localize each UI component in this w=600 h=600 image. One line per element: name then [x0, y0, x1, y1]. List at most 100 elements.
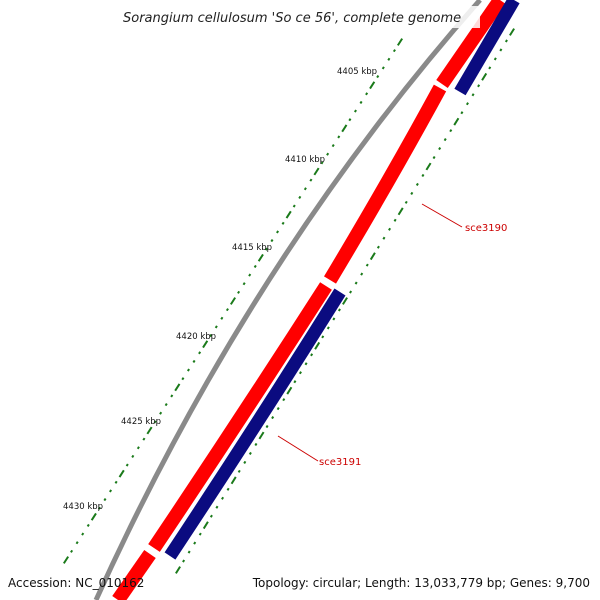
accession-text: Accession: NC_010162 — [8, 576, 144, 590]
outer-ruler-minor-tick — [136, 446, 140, 450]
inner-ruler-minor-tick — [421, 173, 425, 178]
outer-ruler-major-tick — [396, 38, 404, 46]
inner-ruler-minor-tick — [271, 416, 275, 420]
inner-ruler-minor-tick — [182, 559, 186, 563]
outer-ruler-minor-tick — [298, 195, 302, 199]
ruler-label-4425: 4425 kbp — [121, 417, 161, 427]
reverse-strand — [164, 0, 520, 560]
outer-ruler-minor-tick — [70, 549, 74, 553]
inner-ruler-major-tick — [202, 521, 209, 530]
inner-ruler-minor-tick — [477, 84, 481, 88]
outer-ruler-minor-tick — [281, 221, 285, 225]
outer-ruler-minor-tick — [198, 351, 202, 355]
forward-gene-sce3191[interactable] — [148, 282, 332, 552]
inner-ruler-major-tick — [314, 341, 321, 350]
inner-ruler-minor-tick — [187, 550, 191, 554]
inner-ruler-minor-tick — [248, 451, 252, 455]
outer-ruler-major-tick — [90, 512, 97, 521]
inner-ruler-minor-tick — [243, 460, 247, 464]
inner-ruler-minor-tick — [337, 308, 341, 312]
outer-ruler-minor-tick — [170, 394, 174, 398]
outer-ruler-minor-tick — [248, 273, 252, 277]
ruler-label-4405: 4405 kbp — [337, 67, 377, 77]
outer-ruler-minor-tick — [181, 377, 185, 381]
forward-gene-segment-top[interactable] — [436, 0, 506, 88]
outer-ruler-major-tick — [313, 167, 320, 176]
outer-ruler-minor-tick — [153, 420, 157, 424]
outer-ruler-minor-tick — [86, 523, 90, 528]
outer-ruler-major-tick — [174, 383, 181, 392]
inner-ruler-minor-tick — [265, 424, 269, 429]
inner-ruler-minor-tick — [443, 138, 447, 142]
outer-ruler-major-tick — [62, 556, 70, 564]
forward-gene-sce3190[interactable] — [323, 84, 447, 284]
inner-ruler-minor-tick — [215, 505, 219, 509]
inner-ruler-minor-tick — [438, 147, 442, 151]
outer-ruler-minor-tick — [292, 204, 296, 208]
outer-ruler-minor-tick — [97, 506, 101, 510]
outer-ruler-minor-tick — [392, 49, 396, 53]
inner-ruler-minor-tick — [293, 380, 297, 384]
outer-ruler-minor-tick — [331, 144, 335, 148]
inner-ruler-minor-tick — [493, 57, 497, 61]
inner-ruler-minor-tick — [226, 487, 230, 491]
inner-ruler-major-tick — [509, 28, 515, 36]
inner-ruler-major-tick — [397, 207, 404, 216]
inner-ruler-minor-tick — [432, 155, 436, 160]
inner-ruler-minor-tick — [404, 200, 408, 204]
outer-ruler-minor-tick — [337, 135, 341, 139]
outer-ruler-minor-tick — [270, 239, 274, 243]
gene-label-sce3190[interactable]: sce3190 — [465, 223, 507, 234]
inner-ruler-minor-tick — [332, 317, 336, 321]
gene-label-sce3191[interactable]: sce3191 — [319, 457, 361, 468]
inner-ruler-minor-tick — [209, 514, 213, 518]
reverse-gene-segment-top[interactable] — [454, 0, 520, 96]
genome-backbone — [93, 0, 482, 600]
inner-ruler-minor-tick — [310, 353, 314, 357]
outer-ruler-major-tick — [369, 81, 376, 90]
outer-ruler-minor-tick — [353, 109, 357, 113]
outer-ruler-minor-tick — [164, 403, 168, 407]
inner-ruler-minor-tick — [504, 39, 508, 43]
reverse-gene-sce3191[interactable] — [164, 288, 346, 560]
outer-ruler-minor-tick — [276, 230, 280, 234]
outer-ruler-minor-tick — [75, 541, 79, 545]
ruler-label-4410: 4410 kbp — [285, 155, 325, 165]
outer-ruler-ticks — [62, 38, 404, 564]
inner-ruler-minor-tick — [237, 469, 241, 473]
outer-ruler-minor-tick — [320, 161, 324, 165]
inner-ruler-minor-tick — [276, 407, 280, 411]
inner-ruler-major-tick — [425, 162, 432, 171]
inner-ruler-minor-tick — [465, 102, 469, 106]
outer-ruler-major-tick — [202, 340, 209, 349]
sce3190-callout-line — [421, 203, 463, 228]
inner-ruler-minor-tick — [365, 263, 369, 267]
outer-ruler-minor-tick — [348, 118, 352, 122]
inner-ruler-minor-tick — [382, 236, 386, 240]
inner-ruler-major-tick — [230, 476, 237, 485]
inner-ruler-minor-tick — [410, 191, 414, 195]
inner-ruler-minor-tick — [376, 245, 380, 249]
inner-ruler-major-tick — [453, 117, 460, 126]
page-title: Sorangium cellulosum 'So ce 56', complet… — [123, 11, 461, 26]
inner-ruler-minor-tick — [360, 272, 364, 276]
outer-ruler-minor-tick — [131, 454, 135, 458]
inner-ruler-ticks — [175, 28, 515, 574]
outer-ruler-minor-tick — [237, 290, 241, 294]
forward-gene-segment-bottom[interactable] — [112, 550, 156, 600]
inner-ruler-minor-tick — [298, 371, 302, 375]
inner-ruler-major-tick — [175, 566, 181, 574]
outer-ruler-minor-tick — [81, 532, 85, 536]
outer-ruler-minor-tick — [365, 92, 369, 96]
inner-ruler-minor-tick — [254, 442, 258, 447]
genome-summary-text: Topology: circular; Length: 13,033,779 b… — [252, 576, 590, 590]
ruler-label-4420: 4420 kbp — [176, 332, 216, 342]
outer-ruler-major-tick — [118, 469, 125, 478]
outer-ruler-minor-tick — [242, 282, 246, 286]
inner-ruler-minor-tick — [393, 218, 397, 222]
inner-ruler-major-tick — [342, 297, 348, 305]
outer-ruler-minor-tick — [309, 178, 313, 182]
inner-ruler-minor-tick — [198, 532, 202, 536]
inner-ruler-minor-tick — [321, 335, 325, 339]
